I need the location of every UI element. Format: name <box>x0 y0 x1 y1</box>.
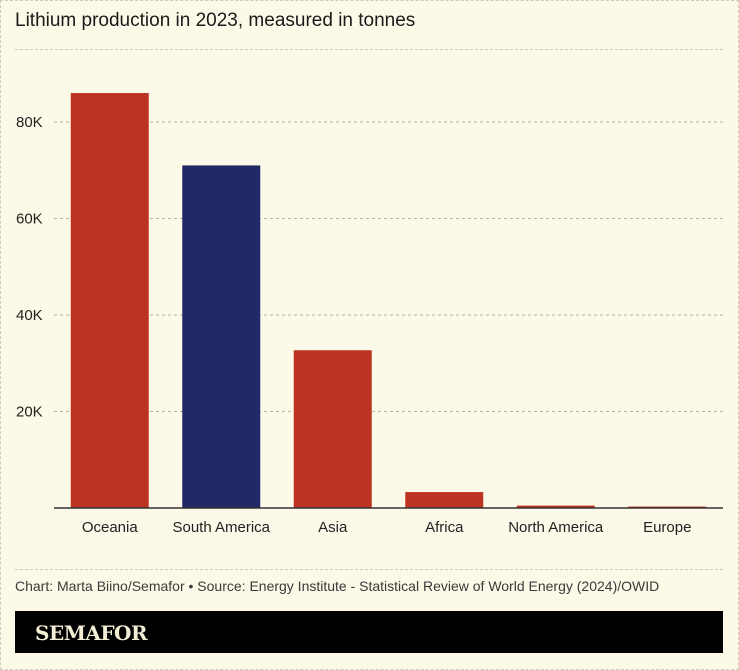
bar-oceania <box>70 93 149 509</box>
chart-title: Lithium production in 2023, measured in … <box>15 10 416 31</box>
x-tick-label: Africa <box>425 519 464 536</box>
x-tick-label: Oceania <box>82 519 139 536</box>
bar-asia <box>293 350 372 508</box>
bars <box>70 93 707 509</box>
title-divider <box>15 49 723 50</box>
y-axis-ticks: 20K 40K 60K 80K <box>16 114 43 421</box>
footer-divider <box>15 569 723 570</box>
source-credit: Chart: Marta Biino/Semafor • Source: Ene… <box>15 578 660 594</box>
bar-chart: 20K 40K 60K 80K Oceania South America Asia Afr… <box>16 93 723 536</box>
x-tick-label: Europe <box>643 519 691 536</box>
x-tick-label: Asia <box>318 519 348 536</box>
y-tick-label: 20K <box>16 404 43 421</box>
y-tick-label: 80K <box>16 114 43 131</box>
x-tick-label: South America <box>172 519 270 536</box>
x-axis-labels: Oceania South America Asia Africa North Amer… <box>82 519 692 536</box>
bar-south-america <box>182 165 261 509</box>
bar-africa <box>405 492 484 508</box>
y-tick-label: 40K <box>16 307 43 324</box>
x-tick-label: North America <box>508 519 604 536</box>
bar-north-america <box>516 505 595 508</box>
gridlines <box>54 121 723 412</box>
y-tick-label: 60K <box>16 211 43 228</box>
semafor-logo: SEMAFOR <box>35 621 148 645</box>
brand-bar: SEMAFOR <box>15 611 723 653</box>
